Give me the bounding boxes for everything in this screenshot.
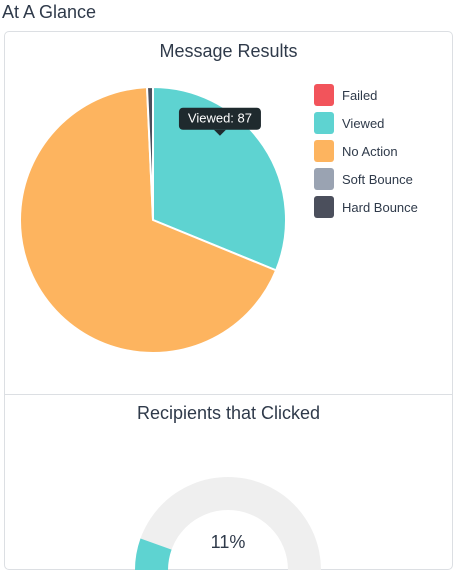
pie-tooltip-text: Viewed: 87 <box>188 111 252 126</box>
pie-slice-no-action[interactable] <box>19 86 278 354</box>
legend-item-failed[interactable]: Failed <box>314 84 418 106</box>
legend-item-viewed[interactable]: Viewed <box>314 112 418 134</box>
page-title: At A Glance <box>2 2 97 22</box>
pie-legend: Failed Viewed No Action Soft Bounce Hard Bou… <box>314 84 418 224</box>
legend-item-soft-bounce[interactable]: Soft Bounce <box>314 168 418 190</box>
section-divider <box>5 394 452 395</box>
legend-item-no-action[interactable]: No Action <box>314 140 418 162</box>
legend-label: Failed <box>342 87 378 103</box>
gauge-value-label: 11% <box>211 532 246 552</box>
pie-chart-title: Message Results <box>159 41 298 61</box>
at-a-glance-card: Message Results Viewed: 87 Failed Viewed N… <box>4 31 453 570</box>
legend-label: No Action <box>342 143 398 159</box>
legend-item-hard-bounce[interactable]: Hard Bounce <box>314 196 418 218</box>
gauge-chart-title: Recipients that Clicked <box>136 403 321 423</box>
legend-swatch <box>314 196 334 218</box>
gauge-fill <box>135 538 172 570</box>
legend-swatch <box>314 140 334 162</box>
legend-swatch <box>314 84 334 106</box>
pie-slice-viewed[interactable] <box>152 85 287 272</box>
recipients-clicked-gauge[interactable]: 11% <box>5 394 454 570</box>
pie-tooltip: Viewed: 87 <box>178 107 261 136</box>
legend-label: Viewed <box>342 115 385 131</box>
legend-swatch <box>314 112 334 134</box>
legend-label: Soft Bounce <box>342 171 413 187</box>
pie-slice-hard-bounce[interactable] <box>145 85 154 221</box>
message-results-pie-chart[interactable]: Viewed: 87 <box>5 32 454 394</box>
legend-swatch <box>314 168 334 190</box>
legend-label: Hard Bounce <box>342 199 418 215</box>
gauge-track <box>135 477 321 570</box>
